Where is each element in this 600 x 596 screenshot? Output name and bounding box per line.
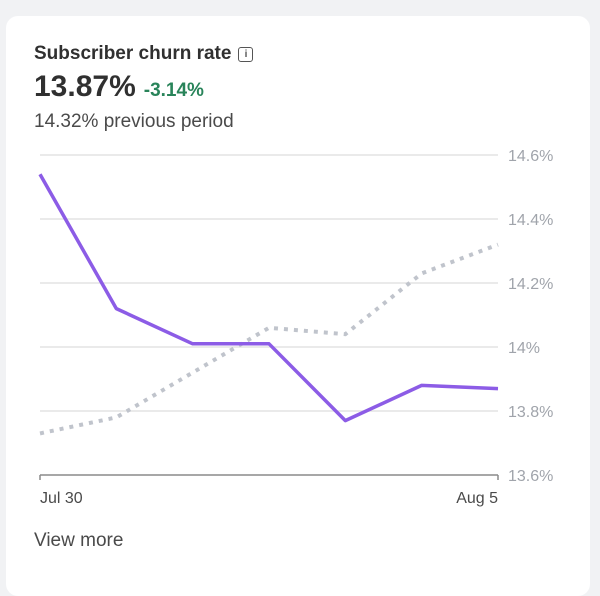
y-tick-label: 14% <box>508 340 540 357</box>
x-tick-label: Aug 5 <box>456 490 498 507</box>
series-previous-line <box>40 245 498 434</box>
view-more-link[interactable]: View more <box>34 530 123 552</box>
y-tick-label: 13.6% <box>508 468 553 485</box>
x-tick-label: Jul 30 <box>40 490 83 507</box>
y-tick-label: 13.8% <box>508 404 553 421</box>
y-tick-label: 14.6% <box>508 148 553 165</box>
y-tick-label: 14.2% <box>508 276 553 293</box>
line-chart: 14.6% 14.4% 14.2% 14% 13.8% 13.6% Jul 30 Aug 5 <box>0 0 600 584</box>
series-current-line <box>40 174 498 420</box>
y-tick-label: 14.4% <box>508 212 553 229</box>
